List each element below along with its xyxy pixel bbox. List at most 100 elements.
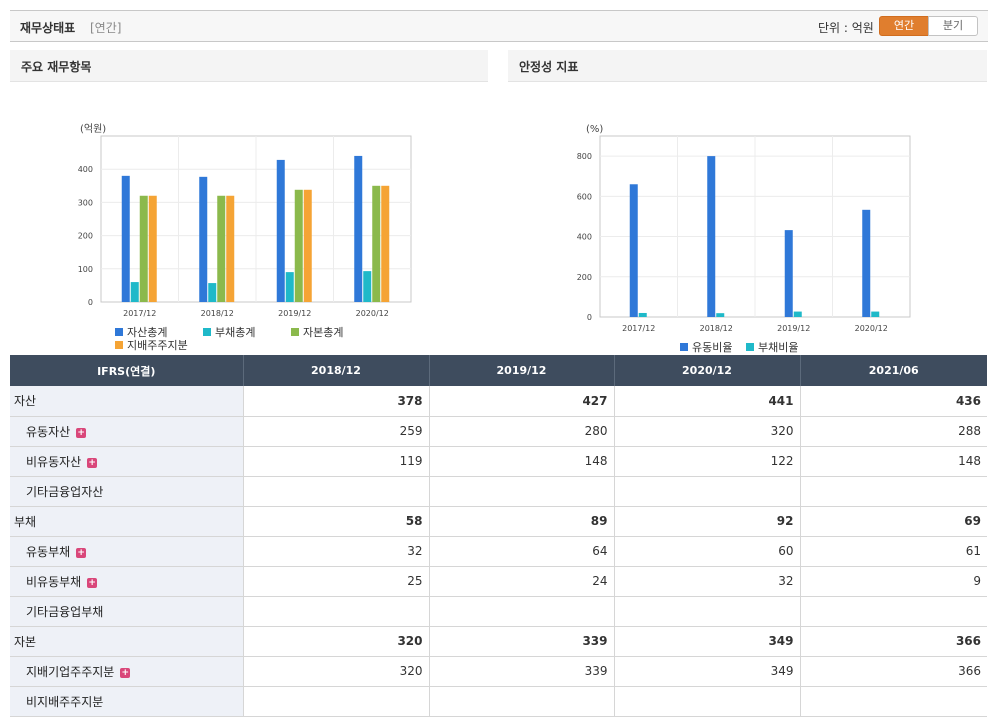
statement-header: 재무상태표 [연간] 단위 : 억원 연간 분기	[10, 10, 988, 42]
legend-swatch	[203, 328, 211, 336]
value-cell: 64	[429, 536, 615, 567]
legend-swatch	[680, 343, 688, 351]
bar-부채총계	[363, 271, 372, 302]
legend-label: 유동비율	[692, 341, 732, 354]
expand-plus-icon[interactable]: +	[76, 547, 87, 558]
row-label-cell: 비지배주주지분	[10, 686, 244, 717]
value-cell: 9	[800, 566, 987, 597]
row-label-cell: 기타금융업자산	[10, 476, 244, 507]
y-tick-label: 100	[78, 265, 93, 274]
value-cell: 89	[429, 506, 615, 537]
expand-plus-icon[interactable]: +	[76, 427, 87, 438]
value-cell: 58	[243, 506, 430, 537]
value-cell: 25	[243, 566, 430, 597]
legend-label: 자산총계	[127, 326, 167, 339]
legend-label: 자본총계	[303, 326, 343, 339]
row-label: 기타금융업자산	[26, 484, 104, 499]
table-row: 지배기업주주지분 +320 339 349 366	[10, 656, 987, 687]
legend-swatch	[746, 343, 754, 351]
value-cell: 427	[429, 386, 615, 417]
y-axis-label: (%)	[586, 124, 603, 135]
value-cell: 378	[243, 386, 430, 417]
value-cell: 119	[243, 446, 430, 477]
row-label-cell: 자본	[10, 626, 244, 657]
value-cell: 24	[429, 566, 615, 597]
row-label: 유동자산	[26, 424, 71, 439]
value-cell: 366	[800, 656, 987, 687]
table-header-cell: IFRS(연결)	[10, 355, 244, 386]
bar-유동비율	[629, 184, 638, 317]
value-cell	[614, 596, 801, 627]
x-tick-label: 2020/12	[855, 324, 888, 333]
stability-panel: 안정성 지표 0 200 400 600 800 (%) 2017/12 2018/12 201…	[508, 50, 987, 355]
value-cell: 320	[243, 626, 430, 657]
value-cell: 32	[243, 536, 430, 567]
row-label: 부채	[14, 514, 37, 529]
bar-부채총계	[285, 272, 294, 302]
y-tick-label: 200	[78, 232, 93, 241]
key-items-panel: 주요 재무항목 0 100 200 300 400 (억원) 2017/12 2018/12 2…	[10, 50, 488, 355]
y-tick-label: 600	[577, 192, 592, 201]
value-cell: 69	[800, 506, 987, 537]
bar-자산총계	[276, 159, 285, 302]
x-tick-label: 2020/12	[356, 309, 389, 318]
quarter-toggle-button[interactable]: 분기	[928, 16, 978, 36]
y-tick-label: 300	[78, 198, 93, 207]
row-label: 유동부채	[26, 544, 71, 559]
row-label: 비유동부채	[26, 574, 82, 589]
table-header-cell: 2018/12	[243, 355, 430, 386]
row-label-cell: 유동자산 +	[10, 416, 244, 447]
x-tick-label: 2017/12	[622, 324, 655, 333]
table-row: 비유동자산 +119 148 122 148	[10, 446, 987, 477]
bar-자본총계	[294, 189, 303, 302]
table-row: 유동자산 +259 280 320 288	[10, 416, 987, 447]
value-cell	[800, 476, 987, 507]
table-row: 비지배주주지분	[10, 686, 987, 717]
annual-toggle-button[interactable]: 연간	[879, 16, 929, 36]
row-label: 자산	[14, 394, 37, 409]
value-cell	[800, 686, 987, 717]
y-tick-label: 800	[577, 152, 592, 161]
x-tick-label: 2018/12	[201, 309, 234, 318]
bar-자본총계	[372, 185, 381, 302]
table-row: 부채 58 89 92 69	[10, 506, 987, 537]
bar-유동비율	[784, 230, 793, 317]
bar-자본총계	[139, 195, 148, 302]
legend-swatch	[115, 341, 123, 349]
legend-label: 부채총계	[215, 326, 255, 339]
row-label-cell: 지배기업주주지분 +	[10, 656, 244, 687]
value-cell: 148	[800, 446, 987, 477]
row-label-cell: 비유동부채 +	[10, 566, 244, 597]
value-cell	[614, 476, 801, 507]
value-cell: 436	[800, 386, 987, 417]
bar-부채비율	[871, 311, 880, 317]
value-cell: 366	[800, 626, 987, 657]
bar-부채총계	[130, 282, 139, 302]
table-row: 기타금융업자산	[10, 476, 987, 507]
table-header-cell: 2019/12	[429, 355, 615, 386]
expand-plus-icon[interactable]: +	[87, 457, 98, 468]
expand-plus-icon[interactable]: +	[87, 577, 98, 588]
value-cell: 92	[614, 506, 801, 537]
value-cell: 60	[614, 536, 801, 567]
bar-지배주주지분	[148, 195, 157, 302]
value-cell	[429, 596, 615, 627]
value-cell: 122	[614, 446, 801, 477]
unit-label: 단위 : 억원	[818, 21, 874, 35]
expand-plus-icon[interactable]: +	[120, 667, 131, 678]
row-label: 기타금융업부채	[26, 604, 104, 619]
value-cell: 148	[429, 446, 615, 477]
table-row: 자본 320 339 349 366	[10, 626, 987, 657]
stability-chart: 0 200 400 600 800 (%) 2017/12 2018/12 2019/12 202…	[577, 124, 911, 354]
period-subtitle: [연간]	[90, 21, 122, 35]
y-tick-label: 400	[577, 233, 592, 242]
value-cell: 349	[614, 626, 801, 657]
bar-부채비율	[716, 313, 725, 317]
value-cell	[243, 476, 430, 507]
bar-유동비율	[707, 156, 716, 317]
stability-title: 안정성 지표	[508, 50, 987, 82]
value-cell: 288	[800, 416, 987, 447]
bar-자산총계	[199, 176, 208, 302]
page-title: 재무상태표	[20, 21, 76, 35]
value-cell: 339	[429, 656, 615, 687]
